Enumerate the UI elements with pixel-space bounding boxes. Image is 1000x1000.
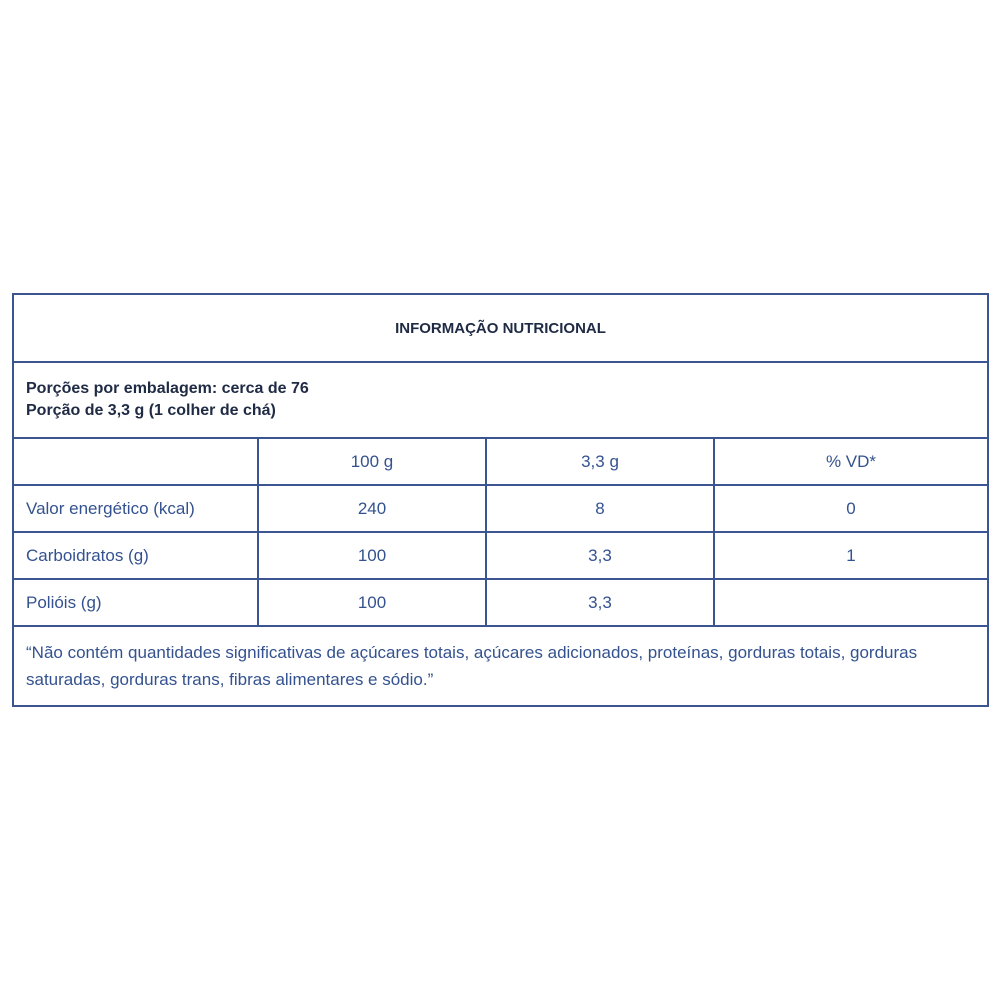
table-title: INFORMAÇÃO NUTRICIONAL (12, 293, 989, 363)
portion-info: Porções por embalagem: cerca de 76 Porçã… (12, 361, 989, 439)
header-row: 100 g 3,3 g % VD* (12, 437, 989, 486)
value-100g: 240 (257, 484, 487, 533)
nutrient-label: Valor energético (kcal) (12, 484, 259, 533)
nutrient-label: Polióis (g) (12, 578, 259, 627)
portion-size: Porção de 3,3 g (1 colher de chá) (26, 402, 276, 419)
value-100g: 100 (257, 578, 487, 627)
value-100g: 100 (257, 531, 487, 580)
table-row: Valor energético (kcal) 240 8 0 (12, 484, 989, 533)
header-cell: % VD* (713, 437, 989, 486)
value-portion: 3,3 (485, 578, 715, 627)
portions-per-package: Porções por embalagem: cerca de 76 (26, 380, 309, 397)
footnote: “Não contém quantidades significativas d… (12, 625, 989, 707)
table-row: Polióis (g) 100 3,3 (12, 578, 989, 627)
header-cell (12, 437, 259, 486)
nutrition-table: INFORMAÇÃO NUTRICIONAL Porções por embal… (12, 293, 989, 707)
value-vd (713, 578, 989, 627)
table-row: Carboidratos (g) 100 3,3 1 (12, 531, 989, 580)
nutrient-label: Carboidratos (g) (12, 531, 259, 580)
value-vd: 1 (713, 531, 989, 580)
header-cell: 3,3 g (485, 437, 715, 486)
value-portion: 3,3 (485, 531, 715, 580)
header-cell: 100 g (257, 437, 487, 486)
value-vd: 0 (713, 484, 989, 533)
value-portion: 8 (485, 484, 715, 533)
